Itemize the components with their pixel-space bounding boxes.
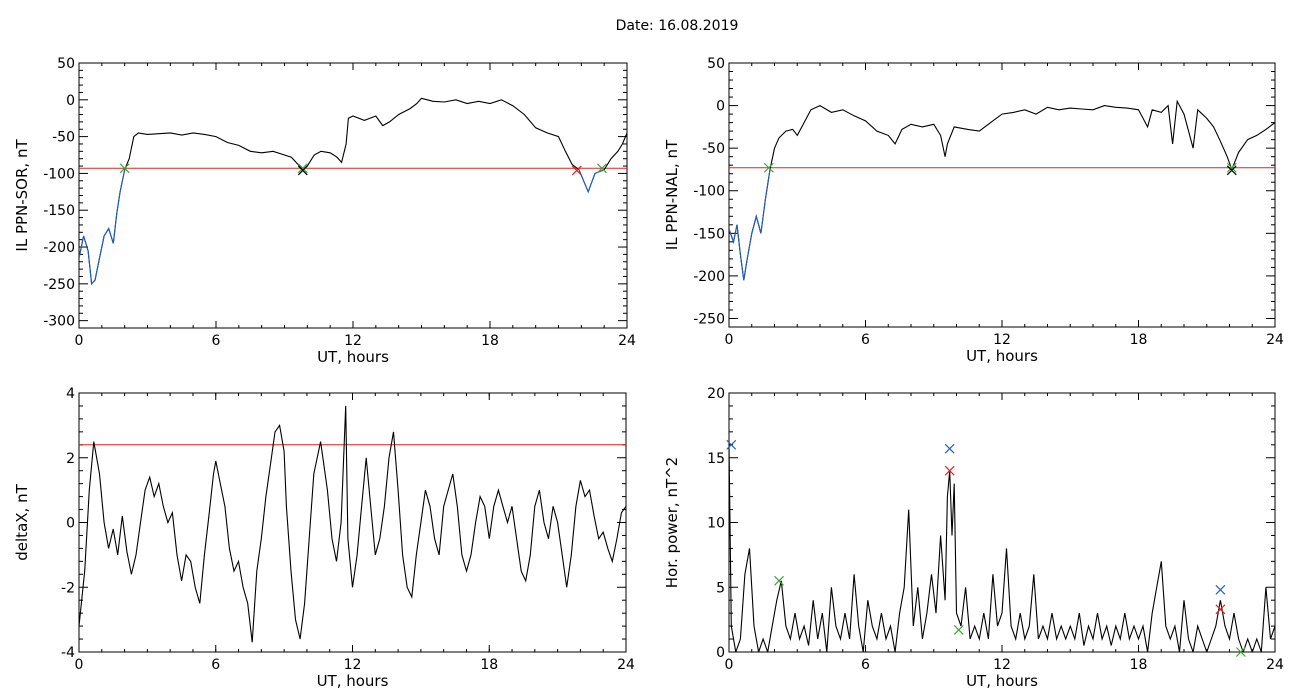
- plot-frame: [78, 62, 628, 329]
- x-tick-label: 12: [993, 657, 1011, 673]
- series-line: [79, 169, 126, 286]
- y-tick-label: -200: [43, 240, 75, 256]
- data-marker: [1226, 162, 1237, 173]
- y-tick-label: -150: [43, 203, 75, 219]
- y-tick-label: -100: [43, 166, 75, 182]
- y-tick-label: -50: [702, 141, 725, 157]
- x-tick-label: 6: [861, 332, 870, 348]
- data-marker: [944, 465, 955, 476]
- y-tick-label: 0: [716, 645, 725, 661]
- y-axis-label: IL PPN-NAL, nT: [663, 139, 681, 250]
- x-tick-label: 0: [75, 657, 84, 673]
- data-marker: [297, 163, 308, 174]
- series-line: [729, 444, 1275, 652]
- data-marker: [774, 575, 784, 586]
- data-marker: [763, 162, 774, 173]
- y-tick-label: -300: [43, 314, 75, 330]
- y-tick-label: 20: [707, 386, 725, 402]
- series-line: [729, 169, 771, 281]
- x-axis-label: UT, hours: [966, 347, 1038, 365]
- plot-frame: [728, 62, 1276, 328]
- data-marker: [1215, 604, 1226, 615]
- data-marker: [571, 165, 582, 176]
- series-line: [729, 99, 1275, 281]
- y-tick-label: 50: [707, 56, 725, 72]
- series-line: [79, 405, 626, 643]
- data-marker: [726, 439, 737, 450]
- panel-top-right: 0 6 12 18 24 50 0 -50 -100 -150 -200 -250 UT, hours I…: [663, 56, 1284, 365]
- y-tick-label: -250: [43, 277, 75, 293]
- x-tick-label: 24: [618, 333, 636, 349]
- data-marker: [596, 163, 607, 174]
- y-tick-label: 0: [66, 516, 75, 532]
- y-tick-label: 0: [66, 93, 75, 109]
- y-tick-label: 50: [57, 56, 75, 72]
- panel-bottom-left: 0 6 12 18 24 4 2 0 -2 -4 UT, hours deltaX, nT: [13, 386, 635, 690]
- y-tick-label: -4: [61, 645, 75, 661]
- series-line: [578, 169, 605, 194]
- y-tick-label: 0: [716, 99, 725, 115]
- y-tick-label: 4: [66, 386, 75, 402]
- y-axis-label: IL PPN-SOR, nT: [13, 139, 31, 252]
- x-axis-label: UT, hours: [317, 672, 389, 690]
- y-tick-label: -50: [52, 130, 75, 146]
- panel-bottom-right: 0 6 12 18 24 20 15 10 5 0 UT, hours Hor. power, nT^…: [663, 386, 1284, 690]
- x-tick-label: 18: [1130, 332, 1148, 348]
- x-tick-label: 6: [861, 657, 870, 673]
- x-tick-label: 12: [344, 333, 362, 349]
- x-tick-label: 0: [75, 333, 84, 349]
- y-axis-label: deltaX, nT: [13, 483, 31, 560]
- x-tick-label: 18: [1130, 657, 1148, 673]
- panel-top-left: 0 6 12 18 24 50 0 -50 -100 -150 -200 -250 -300 UT, ho…: [13, 56, 636, 366]
- x-tick-label: 24: [1266, 657, 1284, 673]
- series-line: [79, 97, 627, 286]
- data-marker: [119, 163, 130, 174]
- x-tick-label: 18: [481, 333, 499, 349]
- y-tick-label: -2: [61, 580, 75, 596]
- x-tick-label: 12: [344, 657, 362, 673]
- y-tick-label: 15: [707, 451, 725, 467]
- data-marker: [944, 443, 955, 454]
- x-tick-label: 6: [211, 657, 220, 673]
- x-tick-label: 6: [212, 333, 221, 349]
- y-tick-label: -100: [693, 184, 725, 200]
- x-tick-label: 12: [993, 332, 1011, 348]
- data-marker: [1215, 584, 1226, 595]
- x-tick-label: 24: [617, 657, 635, 673]
- data-marker: [297, 165, 308, 176]
- x-tick-label: 24: [1266, 332, 1284, 348]
- x-axis-label: UT, hours: [966, 672, 1038, 690]
- y-tick-label: 5: [716, 580, 725, 596]
- data-marker: [1226, 165, 1237, 176]
- data-marker: [1235, 647, 1246, 657]
- y-tick-label: 10: [707, 516, 725, 532]
- y-axis-label: Hor. power, nT^2: [663, 457, 681, 588]
- data-marker: [953, 625, 964, 635]
- y-tick-label: 2: [66, 451, 75, 467]
- x-tick-label: 0: [725, 332, 734, 348]
- figure-title: Date: 16.08.2019: [615, 18, 739, 34]
- x-tick-label: 18: [480, 657, 498, 673]
- x-tick-label: 0: [725, 657, 734, 673]
- x-axis-label: UT, hours: [317, 348, 389, 366]
- y-tick-label: -150: [693, 226, 725, 242]
- y-tick-label: -250: [693, 311, 725, 327]
- y-tick-label: -200: [693, 269, 725, 285]
